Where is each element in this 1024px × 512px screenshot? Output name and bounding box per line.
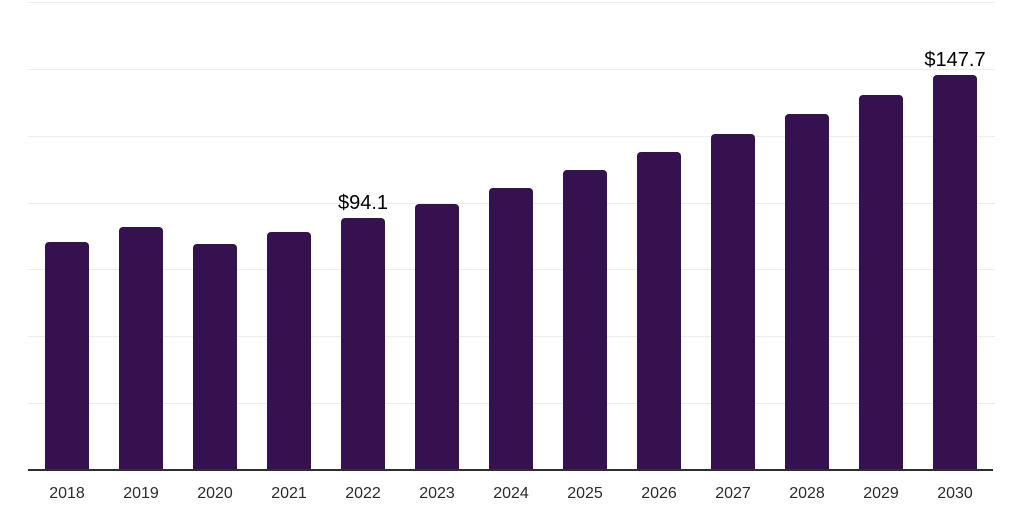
x-tick-label-2019: 2019	[123, 485, 159, 502]
x-tick-label-2024: 2024	[493, 485, 529, 502]
x-tick-label-2025: 2025	[567, 485, 603, 502]
x-tick-label-2026: 2026	[641, 485, 677, 502]
bar-2030[interactable]	[933, 75, 977, 469]
x-tick-label-2028: 2028	[789, 485, 825, 502]
x-axis-line	[28, 469, 993, 471]
bar-2020[interactable]	[193, 243, 237, 469]
bar-2026[interactable]	[637, 152, 681, 469]
bar-2019[interactable]	[119, 226, 163, 469]
x-tick-label-2030: 2030	[937, 485, 973, 502]
bar-2025[interactable]	[563, 170, 607, 469]
gridline-150	[28, 69, 995, 70]
bar-value-label-2022: $94.1	[337, 192, 389, 215]
bar-2022[interactable]	[341, 218, 385, 469]
bar-2024[interactable]	[489, 188, 533, 469]
x-tick-label-2022: 2022	[345, 485, 381, 502]
bar-2021[interactable]	[267, 232, 311, 469]
x-tick-label-2020: 2020	[197, 485, 233, 502]
bar-2029[interactable]	[859, 95, 903, 469]
bar-2023[interactable]	[415, 203, 459, 469]
gridline-175	[28, 2, 995, 3]
bar-value-label-2030: $147.7	[924, 49, 986, 71]
x-tick-label-2021: 2021	[271, 485, 307, 502]
bar-2018[interactable]	[45, 242, 89, 469]
x-tick-label-2029: 2029	[863, 485, 899, 502]
x-tick-label-2023: 2023	[419, 485, 455, 502]
bar-2027[interactable]	[711, 134, 755, 469]
x-tick-label-2027: 2027	[715, 485, 751, 502]
bar-2028[interactable]	[785, 114, 829, 469]
x-tick-label-2018: 2018	[49, 485, 85, 502]
gridline-125	[28, 136, 995, 137]
